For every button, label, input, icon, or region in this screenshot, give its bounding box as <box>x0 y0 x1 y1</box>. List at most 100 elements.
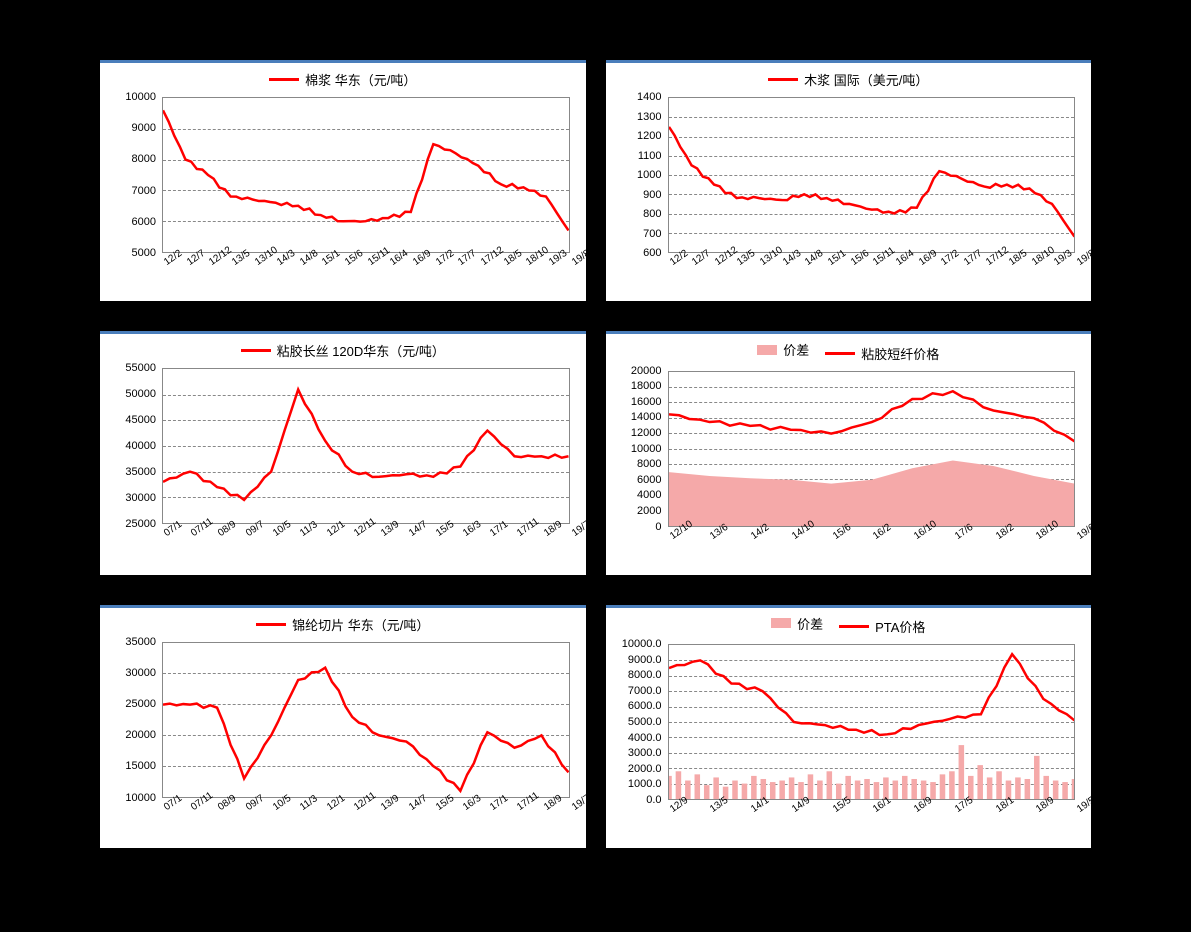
y-tick-label: 7000.0 <box>628 685 662 697</box>
legend-item: 价差 <box>757 340 809 359</box>
bar <box>675 771 681 799</box>
legend: 锦纶切片 华东（元/吨） <box>104 612 582 638</box>
y-tick-label: 25000 <box>125 518 156 530</box>
y-tick-label: 1200 <box>637 130 661 142</box>
y-tick-label: 16000 <box>631 396 662 408</box>
legend: 价差 PTA价格 <box>610 612 1088 641</box>
y-tick-label: 4000.0 <box>628 732 662 744</box>
bar <box>817 781 823 799</box>
y-tick-label: 10000 <box>125 792 156 804</box>
bar <box>1034 756 1040 799</box>
x-tick-label: 19/7 <box>570 792 592 812</box>
series-svg <box>669 98 1075 252</box>
chart-panel-wood-pulp: 木浆 国际（美元/吨）60070080090010001100120013001… <box>606 60 1092 301</box>
y-tick-label: 50000 <box>125 388 156 400</box>
area-series <box>669 460 1075 525</box>
bar <box>939 774 945 799</box>
y-tick-label: 1400 <box>637 91 661 103</box>
legend-swatch <box>757 345 777 355</box>
bar <box>911 779 917 799</box>
bar <box>741 784 747 799</box>
chart-area: 500060007000800090001000012/212/712/1213… <box>112 93 578 293</box>
y-tick-label: 1000.0 <box>628 778 662 790</box>
y-tick-label: 8000 <box>637 458 661 470</box>
series-svg <box>163 369 569 523</box>
y-tick-label: 900 <box>643 189 661 201</box>
legend: 木浆 国际（美元/吨） <box>610 67 1088 93</box>
y-tick-label: 20000 <box>631 365 662 377</box>
legend: 棉浆 华东（元/吨） <box>104 67 582 93</box>
legend-swatch <box>771 618 791 628</box>
y-tick-label: 10000.0 <box>622 638 662 650</box>
x-tick-label: 19/7 <box>570 519 592 539</box>
y-tick-label: 1300 <box>637 111 661 123</box>
y-tick-label: 8000.0 <box>628 669 662 681</box>
legend-swatch <box>825 352 855 355</box>
x-tick-label: 19/5 <box>1075 795 1097 815</box>
bar <box>751 776 757 799</box>
plot-area <box>162 97 570 253</box>
bar <box>669 776 672 799</box>
y-axis: 0.01000.02000.03000.04000.05000.06000.07… <box>618 644 664 800</box>
legend-label: 粘胶短纤价格 <box>861 344 939 363</box>
bar <box>1015 777 1021 799</box>
y-tick-label: 9000 <box>132 122 156 134</box>
x-axis: 12/913/514/114/915/516/116/917/518/118/9… <box>668 802 1076 840</box>
bar <box>892 781 898 799</box>
y-tick-label: 10000 <box>125 91 156 103</box>
line-series <box>669 654 1075 735</box>
bar <box>1052 781 1058 799</box>
y-tick-label: 7000 <box>132 185 156 197</box>
legend: 价差 粘胶短纤价格 <box>610 338 1088 367</box>
chart-area: 0200040006000800010000120001400016000180… <box>618 367 1084 567</box>
y-tick-label: 1100 <box>638 150 662 162</box>
bar <box>977 765 983 799</box>
plot-area <box>162 642 570 798</box>
y-axis: 5000600070008000900010000 <box>112 97 158 253</box>
y-tick-label: 5000 <box>132 247 156 259</box>
legend-label: 价差 <box>797 614 823 633</box>
line-series <box>163 110 569 230</box>
bar <box>854 781 860 799</box>
legend-swatch <box>768 78 798 81</box>
legend-swatch <box>269 78 299 81</box>
chart-panel-cotton-pulp: 棉浆 华东（元/吨）500060007000800090001000012/21… <box>100 60 586 301</box>
x-axis: 12/1013/614/214/1015/616/216/1017/618/21… <box>668 529 1076 567</box>
y-tick-label: 700 <box>643 228 661 240</box>
y-tick-label: 30000 <box>125 492 156 504</box>
legend-label: 棉浆 华东（元/吨） <box>305 70 416 89</box>
y-tick-label: 20000 <box>125 729 156 741</box>
bar <box>864 779 870 799</box>
legend: 粘胶长丝 120D华东（元/吨） <box>104 338 582 364</box>
y-tick-label: 15000 <box>125 760 156 772</box>
line-series <box>669 127 1075 237</box>
legend-swatch <box>241 349 271 352</box>
y-tick-label: 5000.0 <box>628 716 662 728</box>
y-tick-label: 35000 <box>125 636 156 648</box>
bar <box>807 774 813 799</box>
legend-label: PTA价格 <box>875 617 925 636</box>
legend-swatch <box>839 625 869 628</box>
y-tick-label: 600 <box>643 247 661 259</box>
y-axis: 0200040006000800010000120001400016000180… <box>618 371 664 527</box>
y-tick-label: 25000 <box>125 698 156 710</box>
y-tick-label: 2000.0 <box>628 763 662 775</box>
bar <box>769 782 775 799</box>
chart-panel-viscose-staple: 价差 粘胶短纤价格 02000400060008000100001200014000… <box>606 331 1092 575</box>
x-tick-label: 19/8 <box>570 248 592 268</box>
y-tick-label: 0.0 <box>646 794 661 806</box>
bar <box>694 774 700 799</box>
y-tick-label: 0 <box>655 521 661 533</box>
chart-area: 10000150002000025000300003500007/107/110… <box>112 638 578 838</box>
bar <box>996 771 1002 799</box>
legend-item: 价差 <box>771 614 823 633</box>
bar <box>826 771 832 799</box>
y-tick-label: 6000.0 <box>628 700 662 712</box>
y-tick-label: 18000 <box>631 380 662 392</box>
y-axis: 100001500020000250003000035000 <box>112 642 158 798</box>
legend-item: 粘胶短纤价格 <box>825 344 939 363</box>
legend-item: 棉浆 华东（元/吨） <box>269 70 416 89</box>
bar <box>949 771 955 799</box>
series-svg <box>163 643 569 797</box>
legend-swatch <box>256 623 286 626</box>
